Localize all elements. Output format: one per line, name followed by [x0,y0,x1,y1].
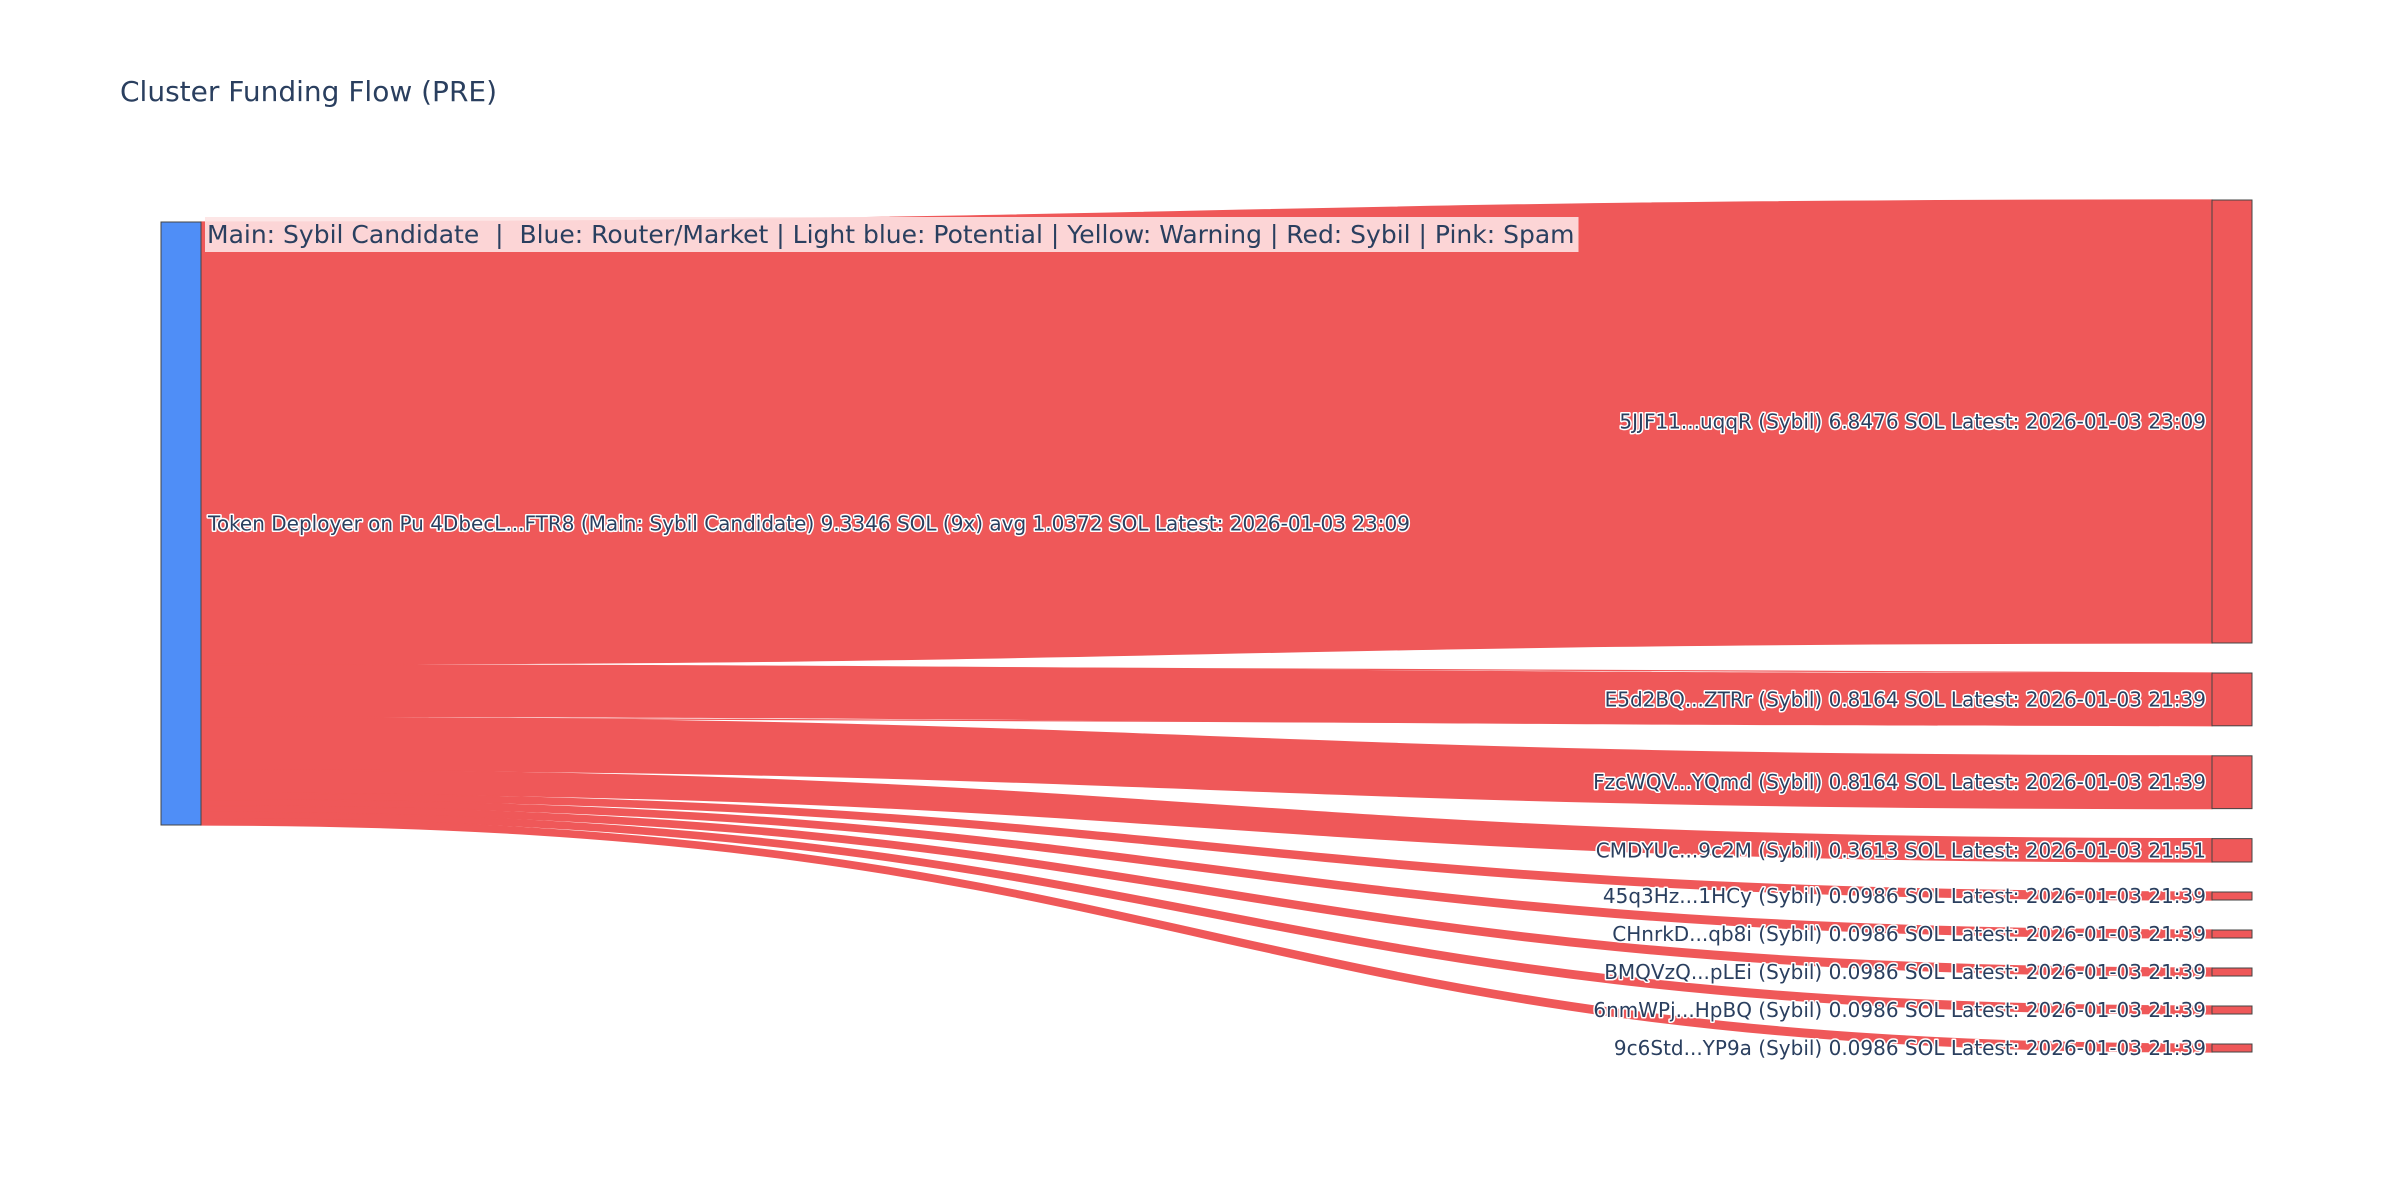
target-node [2211,891,2253,901]
target-node-label: E5d2BQ...ZTRr (Sybil) 0.8164 SOL Latest:… [1605,687,2206,711]
target-node-label: 5JJF11...uqqR (Sybil) 6.8476 SOL Latest:… [1619,410,2206,434]
chart-title: Cluster Funding Flow (PRE) [120,75,497,108]
legend-background [205,217,1579,252]
target-node-label: BMQVzQ...pLEi (Sybil) 0.0986 SOL Latest:… [1604,960,2206,984]
legend-layer: Main: Sybil Candidate | Blue: Router/Mar… [205,217,1579,252]
target-node [2211,1005,2253,1015]
target-node-label: FzcWQV...YQmd (Sybil) 0.8164 SOL Latest:… [1593,770,2206,794]
nodes-layer [160,199,2253,1053]
target-node-label: 6nmWPj...HpBQ (Sybil) 0.0986 SOL Latest:… [1593,998,2206,1022]
source-node-label: Token Deployer on Pu 4DbecL...FTR8 (Main… [207,512,1410,536]
target-node [2211,755,2253,810]
target-node [2211,672,2253,727]
target-node [2211,838,2253,863]
target-node-label: 45q3Hz...1HCy (Sybil) 0.0986 SOL Latest:… [1603,884,2206,908]
target-node [2211,967,2253,977]
target-node-label: CHnrkD...qb8i (Sybil) 0.0986 SOL Latest:… [1612,922,2206,946]
source-node [160,221,202,826]
labels-layer: Token Deployer on Pu 4DbecL...FTR8 (Main… [206,408,2208,1062]
legend-note: Main: Sybil Candidate | Blue: Router/Mar… [207,220,1575,249]
target-node [2211,929,2253,939]
target-node [2211,199,2253,644]
target-node [2211,1043,2253,1053]
links-layer [200,199,2213,1053]
target-node-label: CMDYUc...9c2M (Sybil) 0.3613 SOL Latest:… [1596,838,2206,862]
target-node-label: 9c6Std...YP9a (Sybil) 0.0986 SOL Latest:… [1614,1036,2206,1060]
